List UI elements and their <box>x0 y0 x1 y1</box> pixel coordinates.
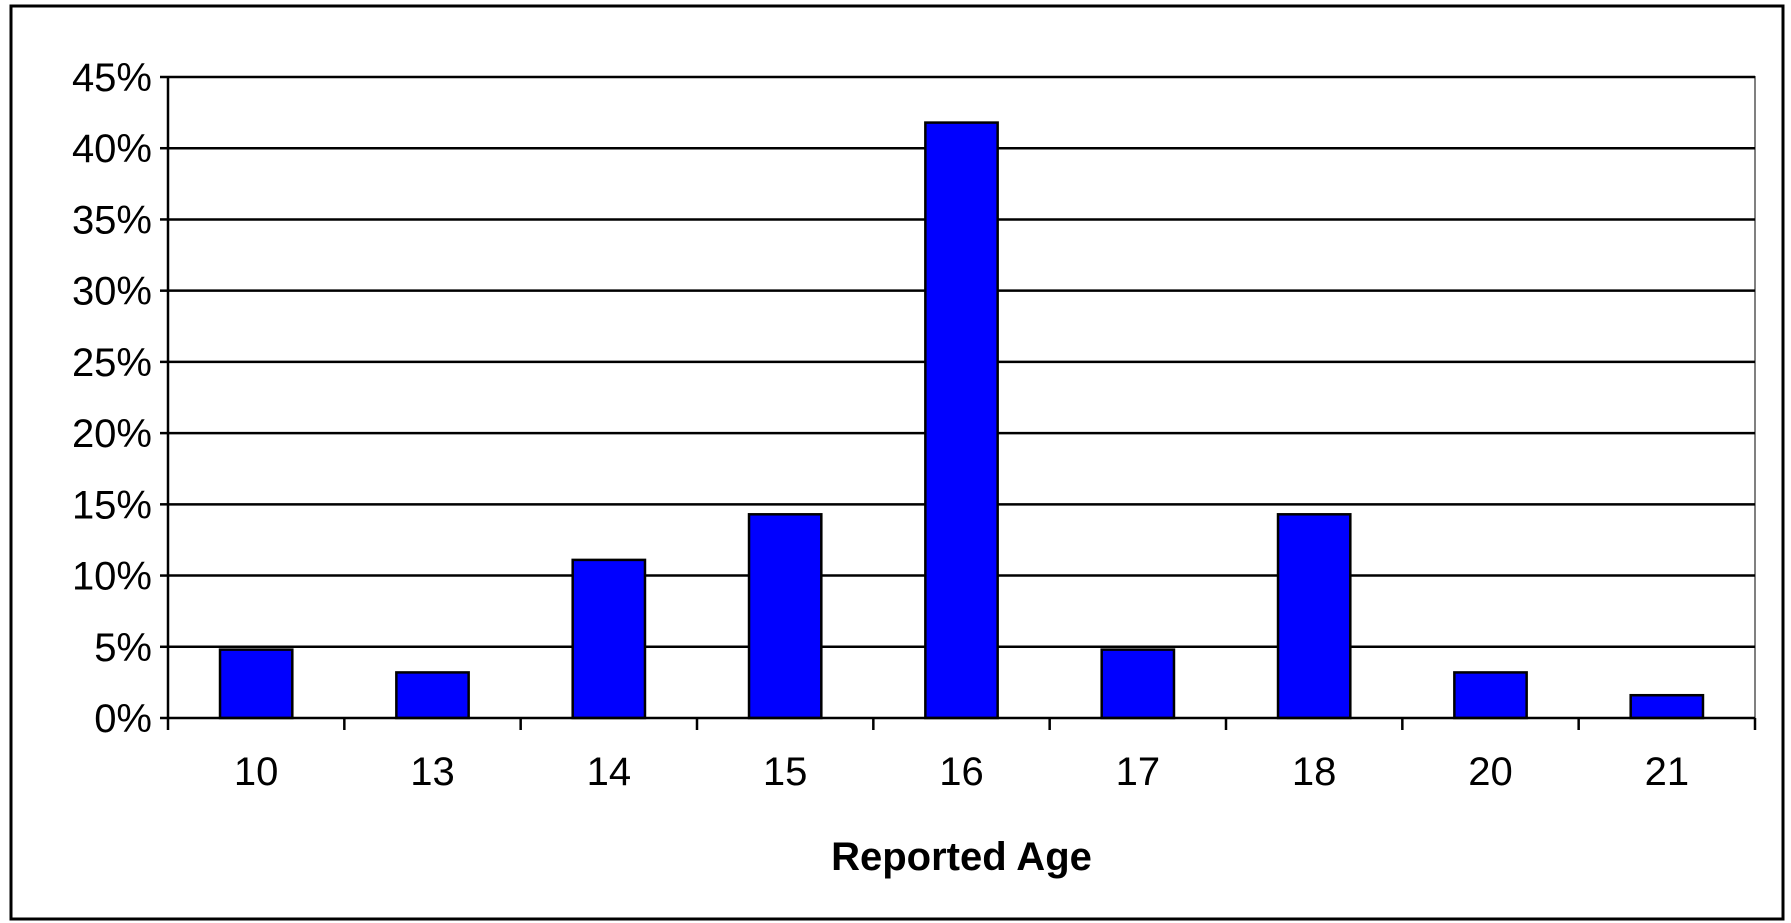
y-tick-label-40: 40% <box>72 127 152 171</box>
y-tick-label-15: 15% <box>72 483 152 527</box>
bars <box>218 121 1705 720</box>
bar-21 <box>1629 693 1705 720</box>
x-tick-label-10: 10 <box>234 750 279 794</box>
bar-16 <box>924 121 999 720</box>
bar-18 <box>1276 513 1352 720</box>
bar-14 <box>571 558 647 720</box>
y-tick-label-10: 10% <box>72 555 152 599</box>
x-tick-label-13: 13 <box>410 750 455 794</box>
axes <box>160 75 1757 730</box>
x-tick-label-21: 21 <box>1645 750 1690 794</box>
x-tick-label-16: 16 <box>939 750 984 794</box>
bar-10 <box>218 648 294 720</box>
bar-20 <box>1453 671 1528 720</box>
y-tick-label-45: 45% <box>72 56 152 100</box>
bar-13 <box>395 671 470 720</box>
x-axis-title: Reported Age <box>831 835 1092 879</box>
y-tick-label-20: 20% <box>72 412 152 456</box>
y-tick-label-0: 0% <box>94 697 152 741</box>
x-tick-label-15: 15 <box>763 750 808 794</box>
x-tick-label-18: 18 <box>1292 750 1337 794</box>
x-tick-label-17: 17 <box>1116 750 1161 794</box>
y-axis-tick-labels: 0% 5% 10% 15% 20% 25% 30% 35% 40% 45% <box>72 56 152 741</box>
x-tick-label-20: 20 <box>1468 750 1513 794</box>
y-tick-label-25: 25% <box>72 341 152 385</box>
y-tick-label-5: 5% <box>94 626 152 670</box>
x-axis-tick-labels: 10 13 14 15 16 17 18 20 21 <box>234 750 1689 794</box>
y-tick-label-30: 30% <box>72 270 152 314</box>
y-tick-label-35: 35% <box>72 198 152 242</box>
x-tick-label-14: 14 <box>587 750 632 794</box>
bar-17 <box>1100 648 1176 720</box>
bar-15 <box>747 513 823 720</box>
